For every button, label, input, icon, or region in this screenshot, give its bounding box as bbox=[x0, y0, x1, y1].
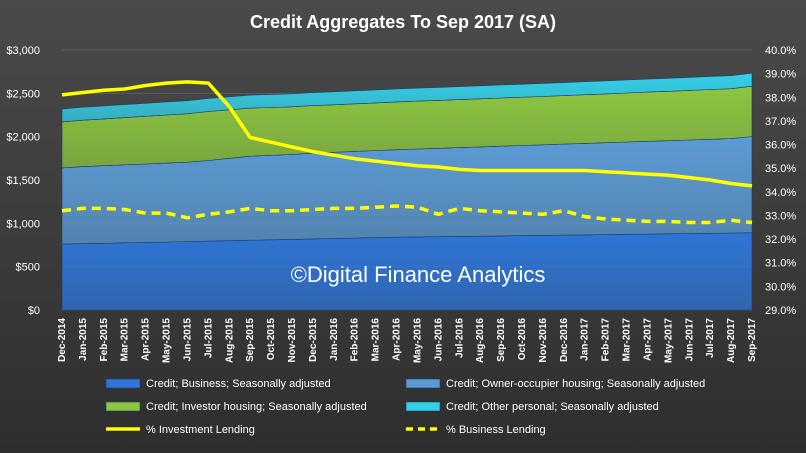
x-axis: Dec-2014 Jan-2015 Feb-2015 Mar-2015 Apr-2015… bbox=[57, 318, 758, 363]
x-tick-label: Jul-2016 bbox=[454, 318, 465, 358]
x-tick-label: May-2016 bbox=[412, 318, 423, 363]
x-tick-label: Oct-2015 bbox=[266, 318, 277, 361]
x-tick-label: Mar-2015 bbox=[120, 318, 131, 362]
x-tick-label: Mar-2016 bbox=[371, 318, 382, 362]
x-tick-label: Aug-2015 bbox=[224, 318, 235, 363]
investment-lending-line bbox=[61, 80, 753, 188]
legend-label: Credit; Business; Seasonally adjusted bbox=[146, 378, 331, 390]
right-tick-label: 38.0% bbox=[765, 92, 796, 104]
x-tick-label: Jun-2015 bbox=[182, 318, 193, 362]
right-tick-label: 34.0% bbox=[765, 187, 796, 199]
x-tick-label: Dec-2015 bbox=[308, 318, 319, 362]
x-tick-label: Dec-2016 bbox=[559, 318, 570, 362]
x-tick-label: Apr-2017 bbox=[642, 318, 653, 361]
x-tick-label: Nov-2015 bbox=[287, 318, 298, 363]
left-axis: $0 $500 $1,000 $1,500 $2,000 $2,500 $3,000 bbox=[6, 45, 40, 317]
x-tick-label: Sep-2016 bbox=[496, 318, 507, 362]
legend-label: Credit; Investor housing; Seasonally adj… bbox=[146, 401, 367, 413]
right-tick-label: 40.0% bbox=[765, 45, 796, 57]
legend: Credit; Business; Seasonally adjusted Cre… bbox=[105, 378, 705, 436]
x-tick-label: Dec-2014 bbox=[57, 318, 68, 362]
left-tick-label: $0 bbox=[28, 305, 40, 317]
right-tick-label: 30.0% bbox=[765, 281, 796, 293]
x-tick-label: Jan-2017 bbox=[580, 318, 591, 361]
left-tick-label: $3,000 bbox=[6, 45, 40, 57]
left-tick-label: $1,000 bbox=[6, 218, 40, 230]
stacked-areas bbox=[61, 72, 753, 311]
x-tick-label: Jan-2016 bbox=[329, 318, 340, 361]
x-tick-label: Mar-2017 bbox=[622, 318, 633, 362]
x-tick-label: Aug-2017 bbox=[726, 318, 737, 363]
legend-swatch bbox=[405, 378, 441, 389]
left-tick-label: $1,500 bbox=[6, 175, 40, 187]
left-tick-label: $2,000 bbox=[6, 132, 40, 144]
legend-swatch bbox=[405, 401, 441, 412]
right-axis: 29.0% 30.0% 31.0% 32.0% 33.0% 34.0% 35.0% 36.0%… bbox=[765, 45, 796, 317]
right-tick-label: 35.0% bbox=[765, 163, 796, 175]
right-tick-label: 37.0% bbox=[765, 116, 796, 128]
x-tick-label: Apr-2016 bbox=[392, 318, 403, 361]
x-tick-label: Jul-2015 bbox=[203, 318, 214, 358]
x-tick-label: Apr-2015 bbox=[141, 318, 152, 361]
watermark: ©Digital Finance Analytics bbox=[291, 262, 546, 287]
right-tick-label: 32.0% bbox=[765, 234, 796, 246]
x-tick-label: Jun-2017 bbox=[684, 318, 695, 362]
legend-swatch bbox=[105, 401, 141, 412]
legend-label: % Investment Lending bbox=[146, 424, 255, 436]
x-tick-label: Feb-2015 bbox=[99, 318, 110, 362]
x-tick-label: Sep-2017 bbox=[747, 318, 758, 362]
legend-label: Credit; Other personal; Seasonally adjus… bbox=[446, 401, 659, 413]
left-tick-label: $500 bbox=[16, 262, 40, 274]
legend-label: % Business Lending bbox=[446, 424, 546, 436]
business-lending-line bbox=[61, 204, 753, 225]
right-tick-label: 39.0% bbox=[765, 69, 796, 81]
percentage-lines bbox=[61, 80, 753, 225]
x-tick-label: Aug-2016 bbox=[475, 318, 486, 363]
x-tick-label: Jul-2017 bbox=[705, 318, 716, 358]
x-tick-label: Jun-2016 bbox=[433, 318, 444, 362]
x-tick-label: Feb-2017 bbox=[601, 318, 612, 362]
legend-label: Credit; Owner-occupier housing; Seasonal… bbox=[446, 378, 705, 390]
area-series-4 bbox=[61, 72, 753, 123]
x-tick-label: Oct-2016 bbox=[517, 318, 528, 361]
legend-swatch bbox=[105, 378, 141, 389]
x-tick-label: Jan-2015 bbox=[78, 318, 89, 361]
x-tick-label: May-2015 bbox=[162, 318, 173, 363]
x-tick-label: Nov-2016 bbox=[538, 318, 549, 363]
chart-title: Credit Aggregates To Sep 2017 (SA) bbox=[250, 12, 556, 32]
right-tick-label: 33.0% bbox=[765, 210, 796, 222]
right-tick-label: 31.0% bbox=[765, 258, 796, 270]
x-tick-label: May-2017 bbox=[663, 318, 674, 363]
left-tick-label: $2,500 bbox=[6, 88, 40, 100]
x-tick-label: Feb-2016 bbox=[350, 318, 361, 362]
right-tick-label: 36.0% bbox=[765, 140, 796, 152]
x-tick-label: Sep-2015 bbox=[245, 318, 256, 362]
right-tick-label: 29.0% bbox=[765, 305, 796, 317]
